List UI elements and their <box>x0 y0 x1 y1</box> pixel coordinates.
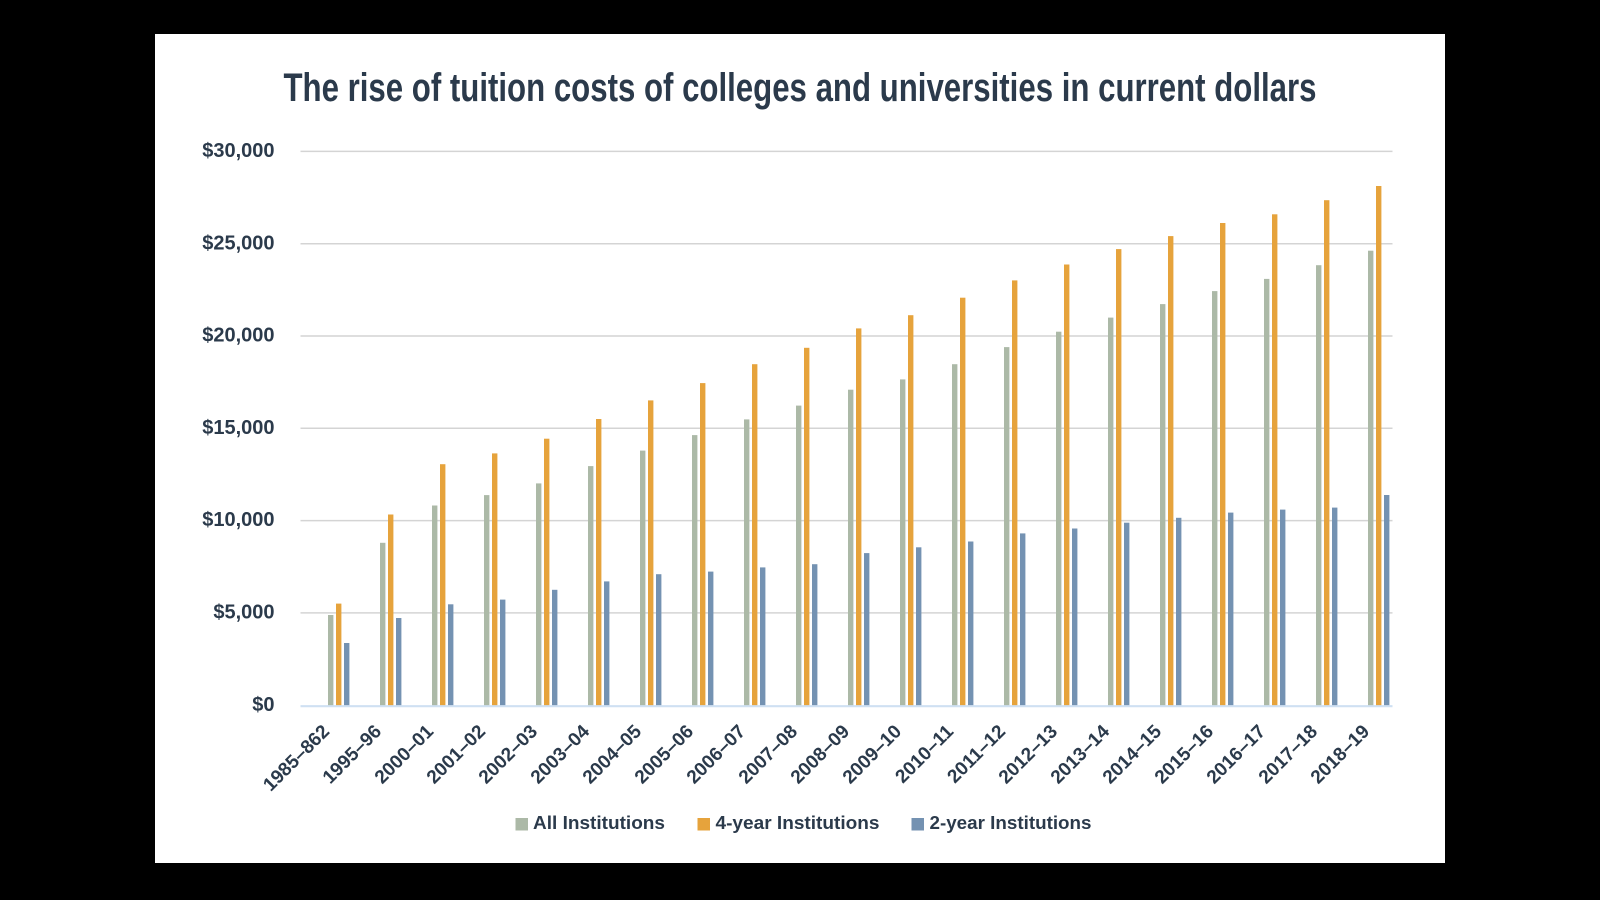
svg-text:4-year Institutions: 4-year Institutions <box>716 813 880 833</box>
svg-text:$15,000: $15,000 <box>202 417 274 439</box>
svg-text:The rise of tuition costs of c: The rise of tuition costs of colleges an… <box>284 66 1317 110</box>
svg-text:$0: $0 <box>252 694 274 716</box>
svg-text:$10,000: $10,000 <box>202 509 274 531</box>
svg-text:$25,000: $25,000 <box>202 232 274 254</box>
svg-text:$30,000: $30,000 <box>202 140 274 162</box>
svg-text:All Institutions: All Institutions <box>533 813 665 833</box>
svg-text:2-year Institutions: 2-year Institutions <box>930 813 1092 833</box>
svg-text:$20,000: $20,000 <box>202 325 274 347</box>
svg-text:$5,000: $5,000 <box>213 602 274 624</box>
